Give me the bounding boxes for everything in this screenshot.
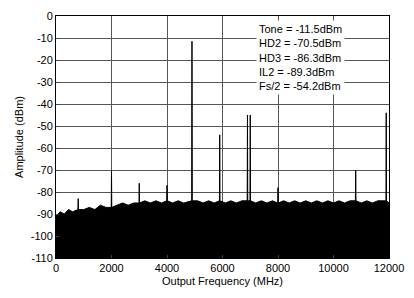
svg-text:Tone = -11.5dBmHD2 = -70.5dBmH: Tone = -11.5dBmHD2 = -70.5dBmHD3 = -86.3… [259, 23, 342, 92]
svg-text:0: 0 [53, 262, 59, 274]
svg-text:12000: 12000 [374, 262, 405, 274]
svg-text:0: 0 [47, 10, 53, 22]
svg-text:-60: -60 [37, 142, 53, 154]
svg-text:-70: -70 [37, 164, 53, 176]
svg-text:2000: 2000 [99, 262, 123, 274]
svg-text:Output Frequency (MHz): Output Frequency (MHz) [162, 275, 283, 287]
svg-text:4000: 4000 [155, 262, 179, 274]
svg-text:8000: 8000 [266, 262, 290, 274]
svg-text:-40: -40 [37, 98, 53, 110]
svg-text:-90: -90 [37, 208, 53, 220]
svg-text:-50: -50 [37, 120, 53, 132]
svg-text:-10: -10 [37, 32, 53, 44]
svg-text:-30: -30 [37, 76, 53, 88]
svg-text:6000: 6000 [210, 262, 234, 274]
svg-text:-80: -80 [37, 186, 53, 198]
svg-text:-100: -100 [31, 230, 53, 242]
svg-text:-110: -110 [32, 252, 53, 264]
svg-text:-20: -20 [37, 54, 53, 66]
svg-text:10000: 10000 [318, 262, 349, 274]
svg-text:Amplitude (dBm): Amplitude (dBm) [13, 96, 25, 178]
